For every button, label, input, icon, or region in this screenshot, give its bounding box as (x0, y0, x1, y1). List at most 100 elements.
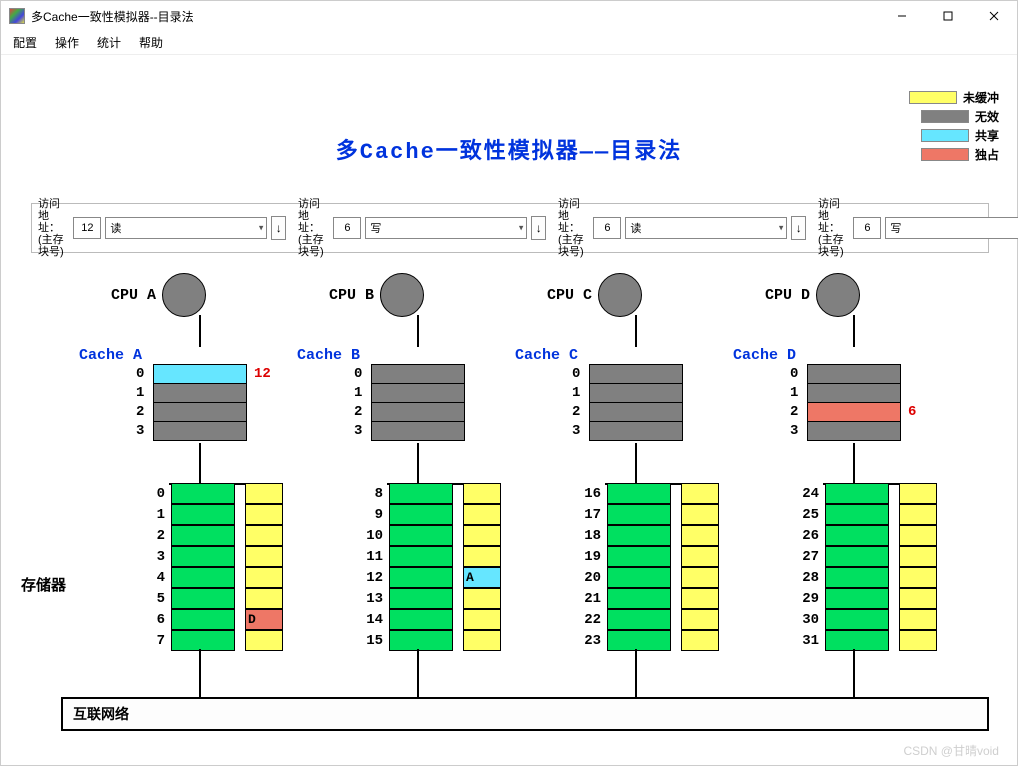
directory-cell (681, 609, 719, 630)
memory-cell (171, 630, 235, 651)
memory-index: 25 (795, 507, 825, 523)
memory-cell (825, 504, 889, 525)
memory-index: 10 (359, 528, 389, 544)
cache-label: Cache D (733, 347, 796, 364)
cpu-icon (162, 273, 206, 317)
memory-row: 7 (141, 630, 283, 651)
addr-input[interactable] (593, 217, 621, 239)
memory-row: 21 (577, 588, 719, 609)
cache-line: 1 (807, 383, 901, 403)
minimize-button[interactable] (879, 1, 925, 31)
cache-annotation: 6 (908, 404, 916, 420)
memory-cell (171, 567, 235, 588)
maximize-button[interactable] (925, 1, 971, 31)
memory-index: 24 (795, 486, 825, 502)
menu-config[interactable]: 配置 (13, 34, 37, 51)
addr-input[interactable] (333, 217, 361, 239)
memory-row: 29 (795, 588, 937, 609)
close-button[interactable] (971, 1, 1017, 31)
memory-block: 89101112A131415 (359, 483, 501, 651)
memory-cell (389, 504, 453, 525)
directory-cell (463, 630, 501, 651)
execute-button[interactable]: ↓ (271, 216, 286, 240)
directory-cell: A (463, 567, 501, 588)
legend-label: 未缓冲 (963, 89, 999, 106)
memory-index: 17 (577, 507, 607, 523)
memory-row: 31 (795, 630, 937, 651)
addr-input[interactable] (73, 217, 101, 239)
connector-line (853, 649, 855, 697)
memory-row: 9 (359, 504, 501, 525)
memory-row: 13 (359, 588, 501, 609)
op-select[interactable] (105, 217, 267, 239)
directory-cell (899, 546, 937, 567)
cache-index: 3 (572, 423, 580, 439)
memory-cell (607, 588, 671, 609)
op-select[interactable] (365, 217, 527, 239)
cache-index: 3 (354, 423, 362, 439)
page-title: 多Cache一致性模拟器——目录法 (1, 133, 1017, 165)
memory-row: 23 (577, 630, 719, 651)
op-select[interactable] (625, 217, 787, 239)
directory-cell (463, 504, 501, 525)
connector-line (853, 443, 855, 483)
memory-index: 2 (141, 528, 171, 544)
cpu-name: CPU C (547, 287, 592, 304)
memory-row: 1 (141, 504, 283, 525)
directory-cell: D (245, 609, 283, 630)
memory-cell (389, 525, 453, 546)
memory-row: 19 (577, 546, 719, 567)
cpu-header: CPU D (765, 273, 860, 317)
memory-row: 0 (141, 483, 283, 504)
memory-index: 14 (359, 612, 389, 628)
directory-cell (245, 546, 283, 567)
connector-line (635, 443, 637, 483)
arrow-down-icon: ↓ (796, 221, 802, 235)
menu-stats[interactable]: 统计 (97, 34, 121, 51)
directory-cell (245, 630, 283, 651)
memory-row: 25 (795, 504, 937, 525)
cache-line: 26 (807, 402, 901, 422)
directory-cell (681, 567, 719, 588)
memory-index: 11 (359, 549, 389, 565)
directory-cell (245, 504, 283, 525)
memory-index: 28 (795, 570, 825, 586)
menubar: 配置 操作 统计 帮助 (1, 31, 1017, 55)
directory-cell (681, 525, 719, 546)
memory-cell (171, 546, 235, 567)
legend-label: 无效 (975, 108, 999, 125)
memory-index: 12 (359, 570, 389, 586)
watermark: CSDN @甘晴void (903, 742, 999, 759)
memory-index: 21 (577, 591, 607, 607)
cache-block: 0123 (589, 365, 683, 441)
menu-operate[interactable]: 操作 (55, 34, 79, 51)
memory-index: 4 (141, 570, 171, 586)
connector-line (199, 649, 201, 697)
memory-row: 27 (795, 546, 937, 567)
execute-button[interactable]: ↓ (531, 216, 546, 240)
cache-line: 2 (371, 402, 465, 422)
addr-label: 访问地址：(主存块号) (38, 198, 69, 258)
memory-index: 18 (577, 528, 607, 544)
memory-index: 31 (795, 633, 825, 649)
memory-row: 16 (577, 483, 719, 504)
memory-row: 28 (795, 567, 937, 588)
directory-cell (463, 525, 501, 546)
memory-index: 30 (795, 612, 825, 628)
memory-cell (825, 609, 889, 630)
directory-cell (899, 525, 937, 546)
op-select[interactable] (885, 217, 1018, 239)
directory-cell (899, 504, 937, 525)
memory-index: 8 (359, 486, 389, 502)
execute-button[interactable]: ↓ (791, 216, 806, 240)
memory-cell (607, 567, 671, 588)
connector-line (199, 315, 201, 347)
directory-cell (245, 525, 283, 546)
addr-input[interactable] (853, 217, 881, 239)
menu-help[interactable]: 帮助 (139, 34, 163, 51)
arrow-down-icon: ↓ (276, 221, 282, 235)
memory-row: 5 (141, 588, 283, 609)
cache-index: 2 (572, 404, 580, 420)
directory-cell (899, 567, 937, 588)
cache-line: 2 (153, 402, 247, 422)
